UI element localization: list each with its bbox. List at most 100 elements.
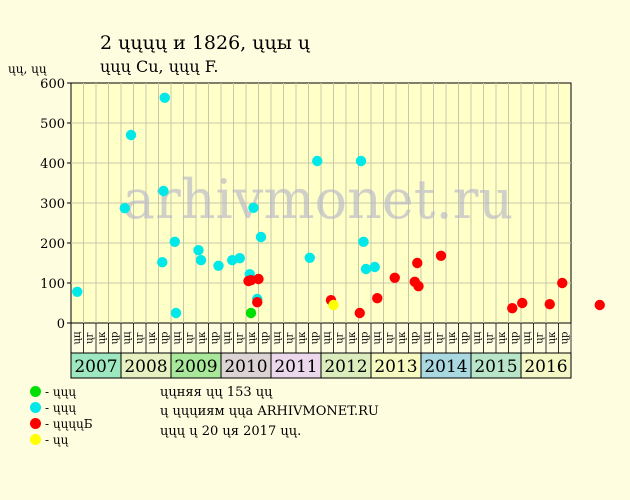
legend-label: - ųųų (45, 401, 77, 415)
data-point (72, 286, 83, 297)
note-source: ų ųųųиям ųųа ARHIVMONET.RU (160, 404, 379, 419)
quarter-label: ųг (84, 332, 95, 344)
data-point (372, 293, 383, 304)
quarter-label: ųц (522, 331, 533, 344)
year-cell (520, 352, 572, 379)
data-point (369, 261, 380, 273)
quarter-label: ųц (322, 331, 333, 344)
legend-label: - ųųų (45, 385, 77, 399)
quarter-label: ųк (547, 331, 558, 344)
year-cell (470, 352, 522, 379)
data-point (312, 155, 323, 167)
quarter-label: ųг (334, 332, 345, 344)
year-cell (320, 352, 372, 379)
watermark: arhivmonet.ru (123, 168, 513, 231)
data-point (159, 92, 170, 104)
y-axis-label: ųų, ųų (8, 62, 47, 76)
quarter-label: ųк (147, 331, 158, 344)
data-point (355, 155, 367, 167)
y-tick-label: 100 (40, 277, 65, 292)
note-date: ųųų ų 20 ųя 2017 ųų. (160, 424, 302, 439)
quarter-label: ųц (72, 331, 83, 344)
data-point (234, 253, 245, 264)
data-point (544, 299, 555, 310)
year-cell (420, 352, 472, 379)
year-label: 2008 (124, 357, 167, 377)
quarter-label: ųц (472, 331, 483, 344)
quarter-label: ųг (384, 332, 395, 344)
data-point (245, 307, 257, 319)
quarter-label: ųр (409, 332, 420, 345)
legend-marker (30, 418, 41, 429)
year-label: 2007 (74, 357, 117, 377)
y-tick-label: 200 (40, 237, 65, 252)
data-point (360, 263, 372, 275)
quarter-label: ųг (184, 332, 195, 344)
quarter-label: ųц (422, 331, 433, 344)
chart-title: 2 ųųųų и 1826, ųųы ų (100, 32, 311, 54)
quarter-label: ųк (247, 331, 258, 344)
quarter-label: ųк (397, 331, 408, 344)
year-label: 2013 (374, 357, 417, 377)
data-point (389, 272, 400, 283)
y-tick-label: 400 (40, 157, 65, 172)
data-point (253, 273, 264, 285)
data-point (507, 303, 518, 314)
data-point (158, 185, 169, 197)
quarter-label: ųр (459, 332, 470, 345)
legend-marker (30, 434, 41, 445)
y-tick-label: 500 (40, 117, 65, 132)
year-cell (270, 352, 322, 379)
quarter-label: ųк (347, 331, 358, 344)
quarter-label: ųц (272, 331, 283, 344)
quarter-label: ųц (122, 331, 133, 344)
data-point (304, 252, 315, 263)
legend-label: - ųų (45, 433, 69, 447)
data-point (195, 255, 207, 266)
quarter-label: ųр (509, 332, 520, 345)
quarter-label: ųг (284, 332, 295, 344)
quarter-label: ųк (97, 331, 108, 344)
data-point (169, 236, 180, 247)
quarter-label: ųг (534, 332, 545, 344)
year-label: 2014 (424, 357, 467, 377)
quarter-label: ųр (109, 332, 120, 345)
data-point (213, 260, 224, 271)
quarter-label: ųц (172, 331, 183, 344)
legend-label: - ųųųųБ (45, 417, 93, 431)
quarter-label: ųр (259, 332, 270, 345)
legend-item: - ųųųųБ (30, 417, 93, 431)
chart-subtitle: ųųų Cu, ųųų F. (100, 57, 219, 76)
year-cell (370, 352, 422, 379)
data-point (328, 299, 339, 311)
data-point (517, 297, 528, 309)
y-tick-label: 600 (40, 77, 65, 92)
data-point (594, 299, 605, 311)
quarter-label: ųк (297, 331, 308, 344)
quarter-label: ųр (359, 332, 370, 345)
quarter-label: ųк (497, 331, 508, 344)
quarter-label: ųг (234, 332, 245, 344)
data-point (255, 231, 267, 243)
data-point (252, 297, 263, 308)
year-label: 2012 (324, 357, 367, 377)
quarter-label: ųц (222, 331, 233, 344)
data-point (435, 250, 447, 261)
quarter-label: ųр (309, 332, 320, 345)
y-tick-label: 0 (57, 317, 65, 332)
year-label: 2010 (224, 357, 267, 377)
quarter-label: ųк (197, 331, 208, 344)
year-cell (120, 352, 172, 379)
data-point (119, 203, 130, 214)
quarter-label: ųк (447, 331, 458, 344)
quarter-label: ųг (134, 332, 145, 344)
year-label: 2009 (174, 357, 217, 377)
year-cell (220, 352, 272, 379)
year-label: 2011 (274, 357, 317, 377)
data-point (354, 307, 365, 319)
data-point (170, 307, 182, 319)
data-point (193, 245, 204, 256)
legend-item: - ųųų (30, 385, 76, 399)
quarter-label: ųг (484, 332, 495, 344)
data-point (358, 236, 369, 247)
